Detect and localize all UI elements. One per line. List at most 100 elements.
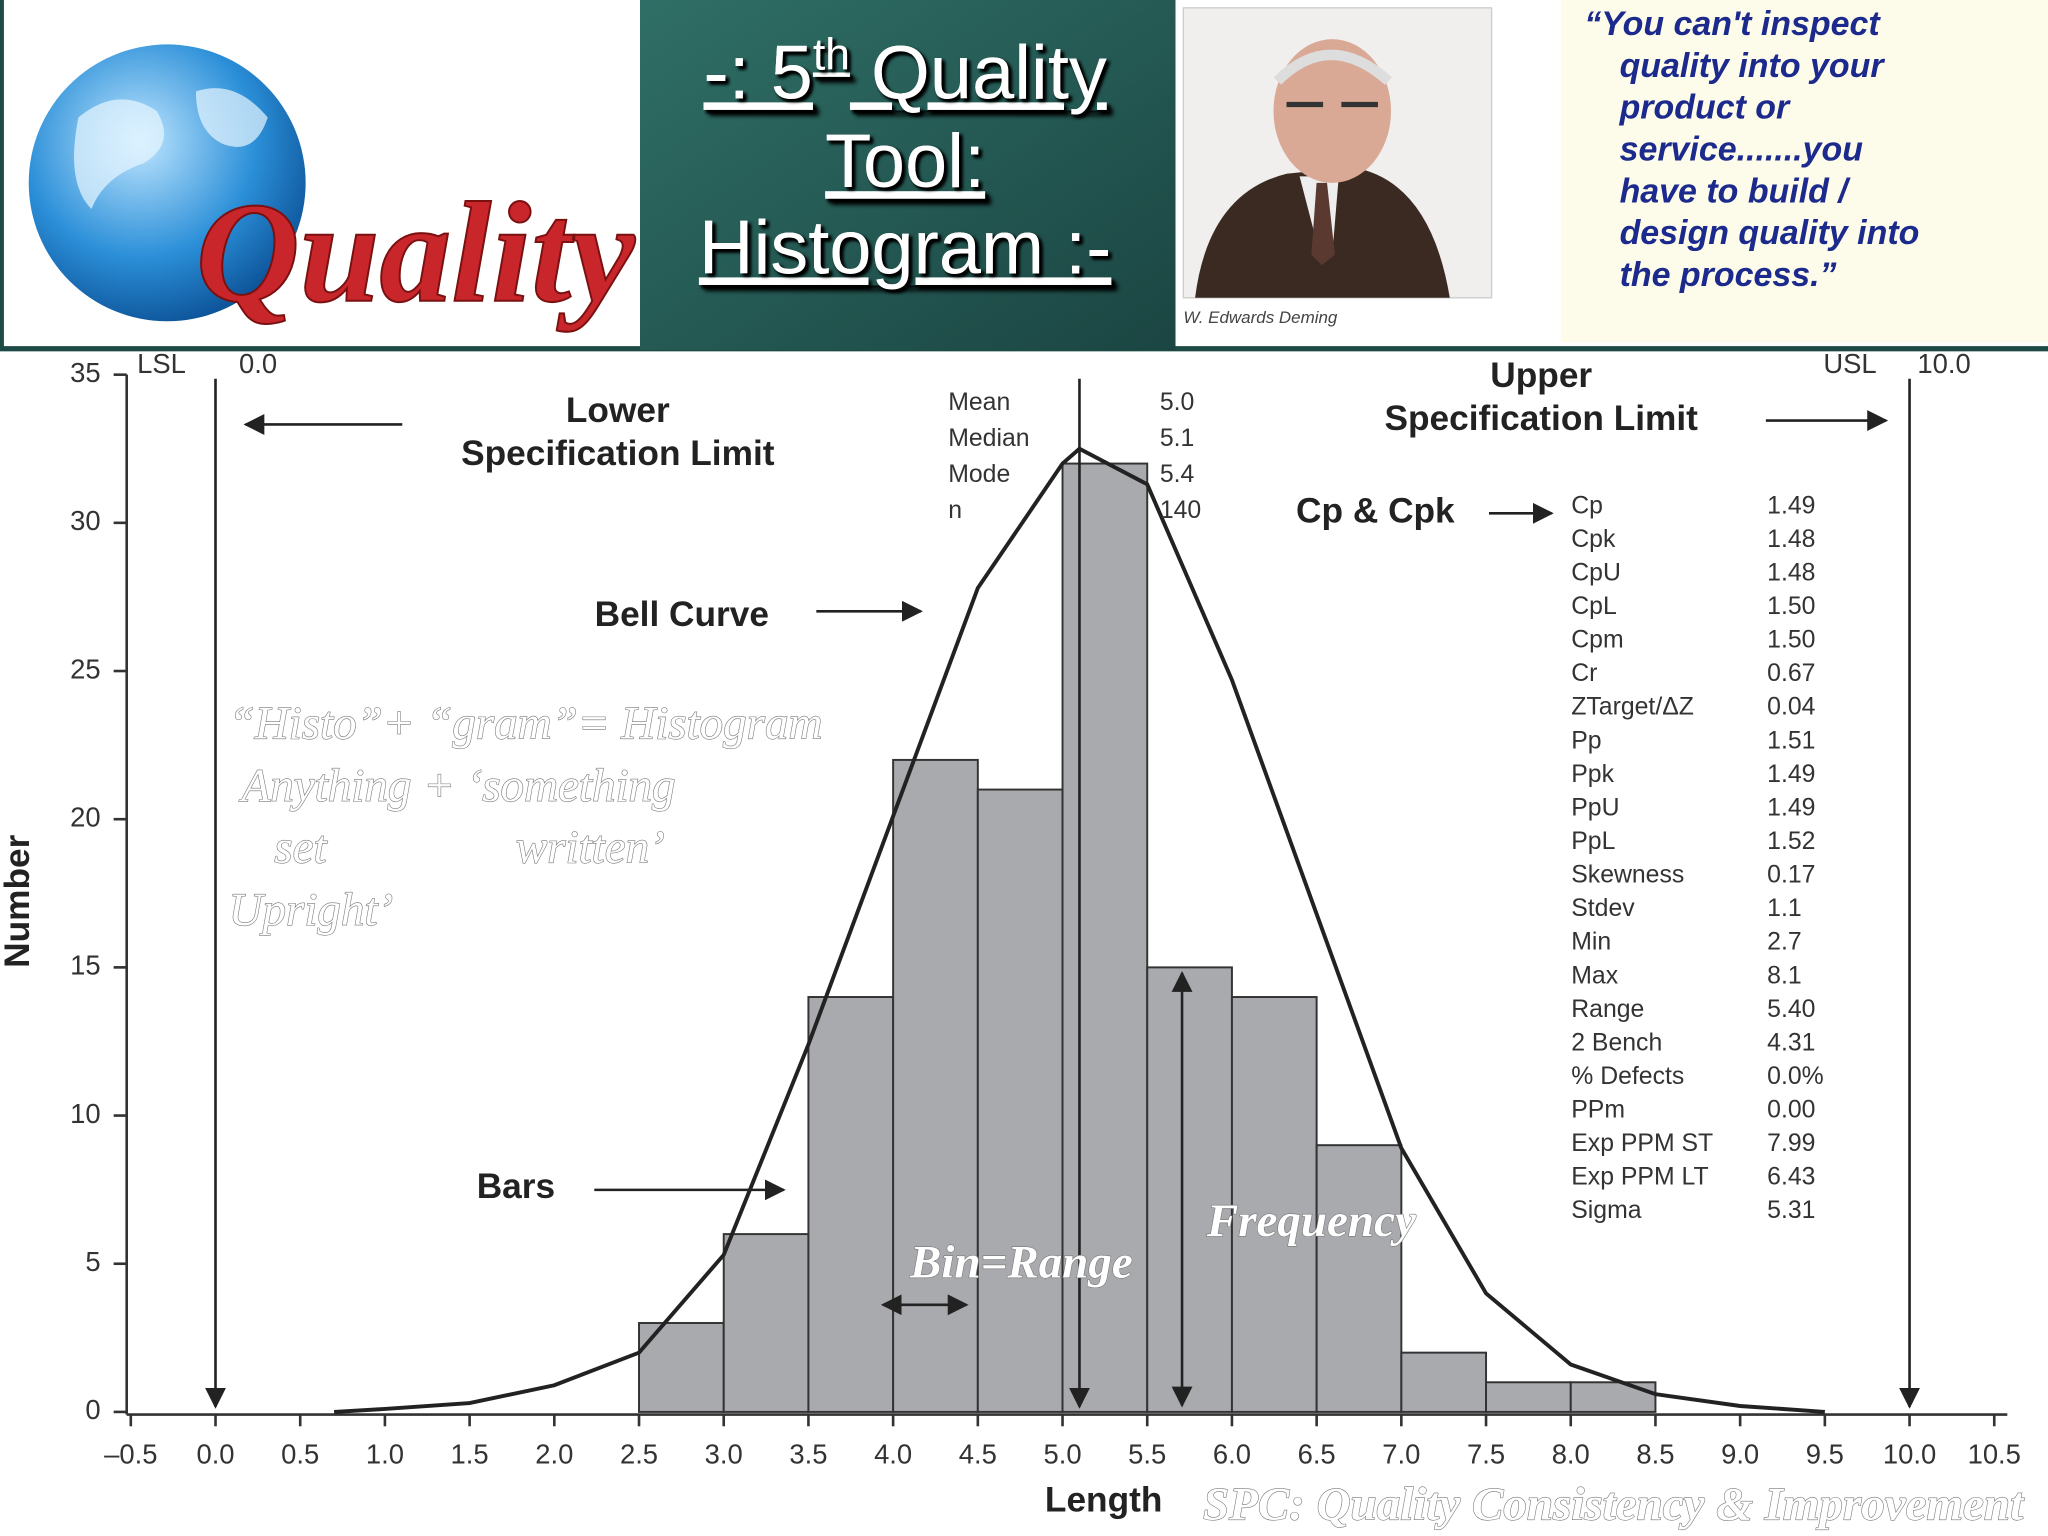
stat-value: 1.49 bbox=[1767, 492, 1815, 519]
stat-value: 1.49 bbox=[1767, 761, 1815, 788]
stat-label: Exp PPM LT bbox=[1571, 1164, 1708, 1191]
footer: SPC: Quality Consistency & Improvement bbox=[1203, 1478, 2025, 1530]
stat-value: 4.31 bbox=[1767, 1029, 1815, 1056]
caption: W. Edwards Deming bbox=[1183, 308, 1338, 327]
stat-label: Mode bbox=[948, 461, 1010, 488]
quote-line: product or bbox=[1619, 89, 1791, 127]
bar bbox=[1569, 1381, 1657, 1413]
y-axis-title: Number bbox=[0, 834, 37, 967]
quote-box bbox=[1560, 0, 2048, 343]
annotation: Bin=Range bbox=[909, 1237, 1133, 1289]
stat-value: 2.7 bbox=[1767, 929, 1801, 956]
lsl-value: 0.0 bbox=[239, 348, 277, 379]
bar bbox=[1230, 996, 1318, 1413]
bar bbox=[1400, 1351, 1488, 1413]
hair bbox=[1273, 49, 1392, 85]
annotation: Bars bbox=[477, 1167, 555, 1206]
stat-label: Cpk bbox=[1571, 526, 1616, 553]
x-tick-label: 1.0 bbox=[366, 1439, 404, 1470]
stat-value: 1.51 bbox=[1767, 727, 1815, 754]
x-tick-label: 10.0 bbox=[1883, 1439, 1936, 1470]
stat-value: 1.52 bbox=[1767, 828, 1815, 855]
title-line: Histogram :- bbox=[699, 205, 1111, 290]
stat-label: CpL bbox=[1571, 593, 1617, 620]
overlay-text: Upright’ bbox=[229, 884, 394, 936]
y-tick-label: 0 bbox=[85, 1394, 100, 1425]
x-tick-label: 5.0 bbox=[1043, 1439, 1081, 1470]
stat-label: Exp PPM ST bbox=[1571, 1130, 1713, 1157]
stat-value: 5.40 bbox=[1767, 996, 1815, 1023]
x-tick-label: 4.5 bbox=[959, 1439, 997, 1470]
title-line: -: 5th Quality bbox=[703, 30, 1106, 115]
x-tick-label: 2.0 bbox=[535, 1439, 573, 1470]
stat-value: 1.48 bbox=[1767, 526, 1815, 553]
annotation: Specification Limit bbox=[1385, 399, 1699, 438]
stat-label: Median bbox=[948, 425, 1029, 452]
stat-label: Max bbox=[1571, 962, 1618, 989]
x-tick-label: 4.0 bbox=[874, 1439, 912, 1470]
bell-curve bbox=[333, 446, 1825, 1414]
bar bbox=[892, 758, 979, 1413]
chart: 0 5 10 15 20 25 30 35 –0.5 0.0 0.5 1.0 1.5 2.0 2.5 3.0 3… bbox=[0, 348, 2026, 1531]
x-tick-label: 3.5 bbox=[789, 1439, 827, 1470]
y-tick-label: 10 bbox=[70, 1098, 100, 1129]
x-tick-label: 6.5 bbox=[1298, 1439, 1336, 1470]
x-tick-label: 8.0 bbox=[1552, 1439, 1590, 1470]
stat-value: 0.00 bbox=[1767, 1097, 1815, 1124]
stat-label: ZTarget/ΔZ bbox=[1571, 694, 1694, 721]
x-tick-label: 8.5 bbox=[1636, 1439, 1674, 1470]
stat-value: 0.17 bbox=[1767, 862, 1815, 889]
stat-label: Min bbox=[1571, 929, 1611, 956]
y-tick-label: 30 bbox=[70, 505, 100, 536]
stat-value: 8.1 bbox=[1767, 962, 1801, 989]
stat-label: Cp bbox=[1571, 492, 1603, 519]
y-tick-label: 5 bbox=[85, 1246, 100, 1277]
annotation: Frequency bbox=[1206, 1195, 1416, 1247]
x-tick-label: 7.5 bbox=[1467, 1439, 1505, 1470]
portrait: W. Edwards Deming bbox=[1182, 7, 1493, 327]
stat-value: 5.4 bbox=[1160, 461, 1195, 488]
bar bbox=[722, 1233, 810, 1413]
usl-label: USL bbox=[1823, 348, 1876, 379]
stat-value: 5.0 bbox=[1160, 389, 1194, 416]
quote-line: service.......you bbox=[1620, 130, 1864, 168]
x-tick-label: 2.5 bbox=[620, 1439, 658, 1470]
overlay-text: written’ bbox=[516, 821, 665, 873]
stat-label: Cr bbox=[1571, 660, 1597, 687]
quote-line: design quality into bbox=[1620, 214, 1920, 252]
stat-value: 5.1 bbox=[1160, 425, 1194, 452]
tie bbox=[1311, 182, 1335, 266]
y-tick-label: 25 bbox=[70, 653, 100, 684]
overlay-text: Anything + ‘something bbox=[239, 760, 676, 812]
stat-label: Sigma bbox=[1571, 1197, 1641, 1224]
stat-value: 0.04 bbox=[1767, 694, 1815, 721]
stat-label: Range bbox=[1571, 996, 1644, 1023]
stat-label: Skewness bbox=[1571, 862, 1684, 889]
stat-value: 0.0% bbox=[1767, 1063, 1824, 1090]
bar bbox=[1485, 1381, 1572, 1413]
x-tick-label: 7.0 bbox=[1382, 1439, 1420, 1470]
title: -: 5th Quality Tool: Histogram :- bbox=[699, 30, 1111, 290]
stat-value: 1.50 bbox=[1767, 593, 1815, 620]
x-tick-label: 10.5 bbox=[1968, 1439, 2021, 1470]
stat-value: 1.50 bbox=[1767, 627, 1815, 654]
stat-value: 1.1 bbox=[1767, 895, 1801, 922]
usl-value: 10.0 bbox=[1917, 348, 1970, 379]
stat-label: PpU bbox=[1571, 794, 1619, 821]
title-line: Tool: bbox=[825, 119, 985, 204]
stat-value: 0.67 bbox=[1767, 660, 1815, 687]
annotation: Bell Curve bbox=[595, 595, 769, 634]
stat-label: n bbox=[948, 497, 962, 524]
bar bbox=[1315, 1144, 1403, 1413]
quote-line: the process.” bbox=[1620, 256, 1837, 294]
stat-value: 1.48 bbox=[1767, 559, 1815, 586]
border bbox=[0, 0, 4, 351]
annotation: Lower bbox=[566, 391, 670, 430]
x-tick-label: 3.0 bbox=[705, 1439, 743, 1470]
x-tick-label: 5.5 bbox=[1128, 1439, 1166, 1470]
x-tick-label: 0.5 bbox=[281, 1439, 319, 1470]
logo-text: Quality bbox=[196, 174, 636, 333]
stat-label: PpL bbox=[1571, 828, 1615, 855]
title-text: -: 5 bbox=[703, 30, 812, 115]
